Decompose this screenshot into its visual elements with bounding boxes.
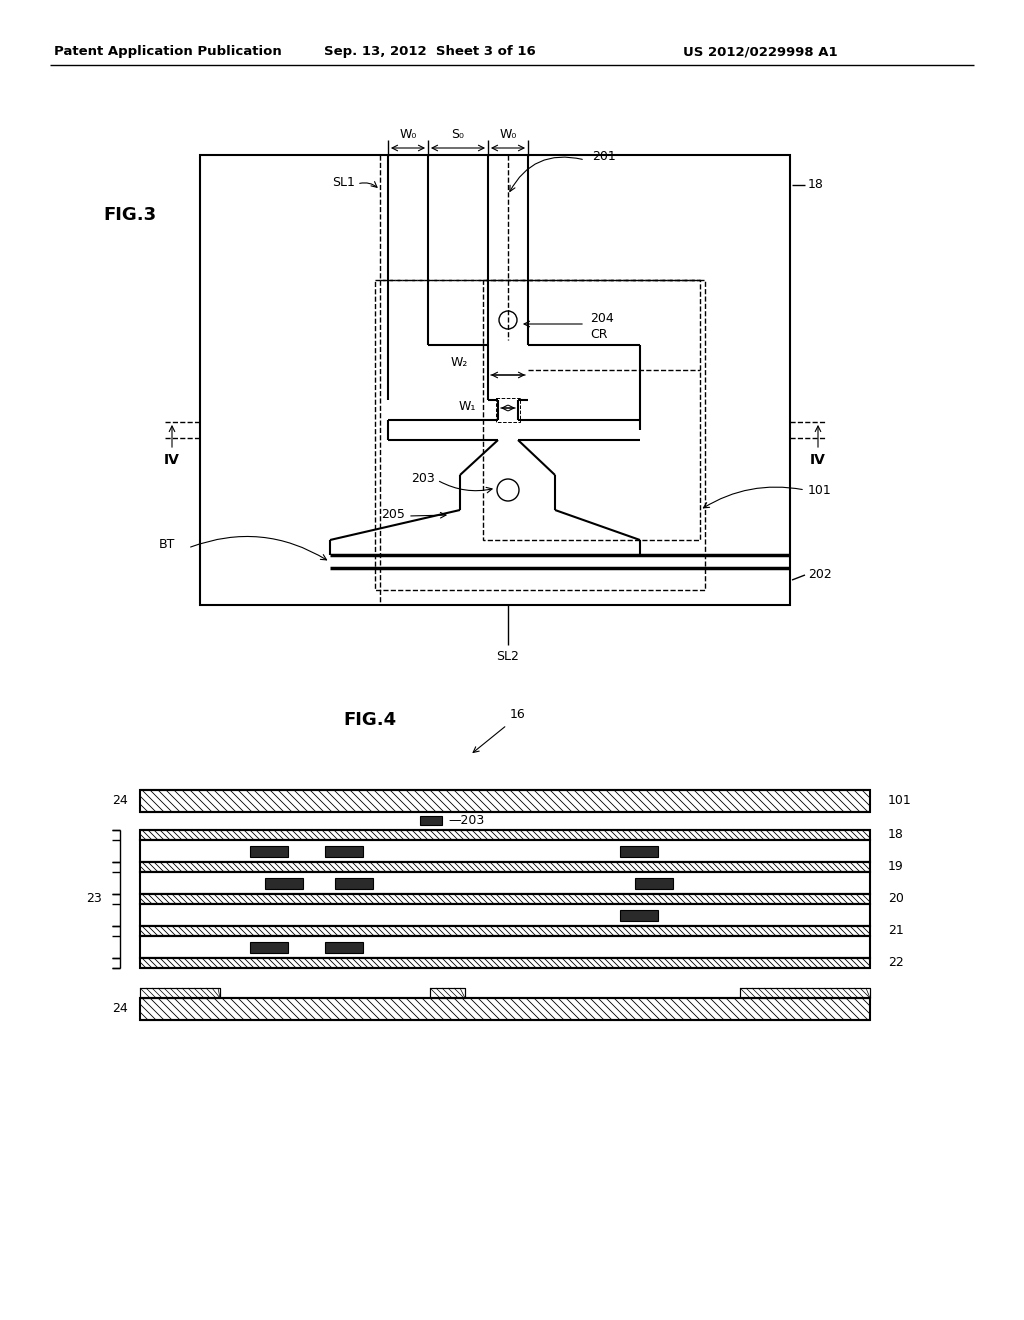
Bar [250,846,288,857]
Text: 19: 19 [888,861,904,874]
Bar [620,846,658,857]
Bar [635,878,673,888]
Bar [325,846,362,857]
Text: Sep. 13, 2012  Sheet 3 of 16: Sep. 13, 2012 Sheet 3 of 16 [325,45,536,58]
Bar [140,873,870,894]
Text: SL2: SL2 [497,651,519,664]
Text: 205: 205 [381,508,406,521]
Bar [140,958,870,968]
Bar [140,862,870,873]
Bar [140,840,870,862]
Text: 24: 24 [113,795,128,808]
Bar [140,789,870,812]
Bar [483,280,700,540]
Text: IV: IV [164,453,180,467]
Text: W₀: W₀ [399,128,417,140]
Text: 22: 22 [888,957,904,969]
Text: 101: 101 [808,483,831,496]
Bar [250,941,288,953]
Text: W₁: W₁ [459,400,476,412]
Bar [140,927,870,936]
Text: 101: 101 [888,795,911,808]
Bar [140,830,870,840]
Text: 201: 201 [592,150,615,164]
Text: S₀: S₀ [452,128,465,140]
Bar [140,936,870,958]
Text: —203: —203 [449,813,484,826]
Bar [200,154,790,605]
Text: 24: 24 [113,1002,128,1015]
Text: 18: 18 [808,178,824,191]
Bar [140,987,220,998]
Text: BT: BT [159,539,175,552]
Text: 20: 20 [888,892,904,906]
Text: 16: 16 [510,709,525,722]
Text: IV: IV [810,453,826,467]
Text: SL1: SL1 [332,177,355,190]
Text: 21: 21 [888,924,904,937]
Text: FIG.3: FIG.3 [103,206,157,224]
Bar [430,987,465,998]
Text: FIG.4: FIG.4 [343,711,396,729]
Bar [375,280,705,590]
Text: 23: 23 [86,892,102,906]
Text: W₀: W₀ [500,128,517,140]
Text: W₂: W₂ [451,356,468,370]
Text: 203: 203 [412,471,435,484]
Text: US 2012/0229998 A1: US 2012/0229998 A1 [683,45,838,58]
Bar [335,878,373,888]
Bar [325,941,362,953]
Text: 202: 202 [808,569,831,582]
Bar [140,904,870,927]
Bar [740,987,870,998]
Bar [496,399,520,422]
Text: Patent Application Publication: Patent Application Publication [54,45,282,58]
Text: CR: CR [590,327,607,341]
Text: 204: 204 [590,312,613,325]
Bar [140,998,870,1020]
Bar [265,878,303,888]
Text: 18: 18 [888,829,904,842]
Bar [140,894,870,904]
Bar [420,816,442,825]
Bar [620,909,658,920]
